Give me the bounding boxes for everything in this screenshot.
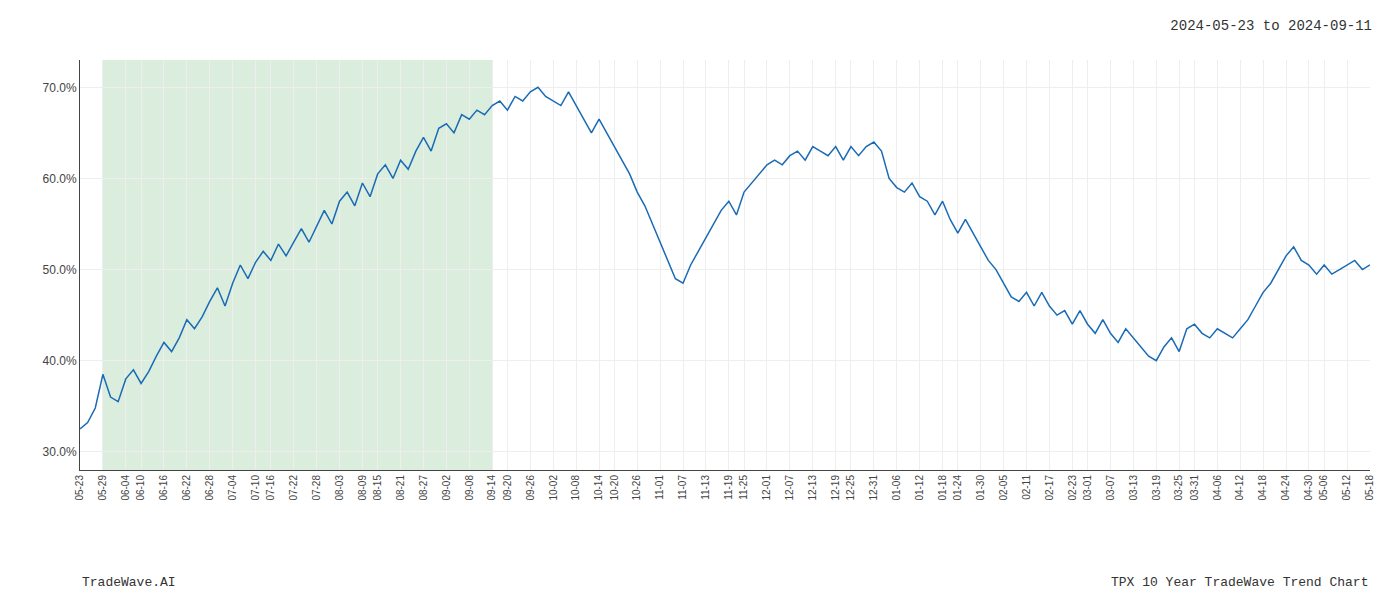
svg-text:09-26: 09-26 xyxy=(525,475,536,501)
svg-text:10-14: 10-14 xyxy=(593,475,604,501)
svg-text:08-15: 08-15 xyxy=(372,475,383,501)
svg-text:11-19: 11-19 xyxy=(723,475,734,500)
svg-text:03-01: 03-01 xyxy=(1082,475,1093,501)
svg-text:40.0%: 40.0% xyxy=(43,354,77,368)
svg-text:09-02: 09-02 xyxy=(441,475,452,501)
svg-text:08-21: 08-21 xyxy=(395,475,406,501)
svg-text:01-24: 01-24 xyxy=(952,475,963,501)
svg-text:09-14: 09-14 xyxy=(486,475,497,501)
svg-text:70.0%: 70.0% xyxy=(43,81,77,95)
svg-text:02-05: 02-05 xyxy=(998,475,1009,501)
svg-text:TPX 10 Year TradeWave Trend Ch: TPX 10 Year TradeWave Trend Chart xyxy=(1111,575,1368,590)
svg-text:12-19: 12-19 xyxy=(830,475,841,501)
svg-text:05-18: 05-18 xyxy=(1364,475,1375,501)
svg-text:07-16: 07-16 xyxy=(265,475,276,501)
svg-text:12-07: 12-07 xyxy=(784,475,795,501)
svg-text:04-06: 04-06 xyxy=(1212,475,1223,501)
svg-text:07-28: 07-28 xyxy=(311,475,322,501)
svg-text:03-31: 03-31 xyxy=(1189,475,1200,501)
svg-text:03-07: 03-07 xyxy=(1105,475,1116,501)
svg-text:05-29: 05-29 xyxy=(97,475,108,501)
svg-text:60.0%: 60.0% xyxy=(43,172,77,186)
svg-text:03-13: 03-13 xyxy=(1128,475,1139,501)
svg-text:12-01: 12-01 xyxy=(761,475,772,501)
svg-text:50.0%: 50.0% xyxy=(43,263,77,277)
svg-text:01-12: 01-12 xyxy=(914,475,925,501)
svg-text:06-10: 06-10 xyxy=(135,475,146,501)
svg-text:06-22: 06-22 xyxy=(181,475,192,501)
svg-text:09-20: 09-20 xyxy=(502,475,513,501)
svg-text:04-24: 04-24 xyxy=(1280,475,1291,501)
svg-text:12-31: 12-31 xyxy=(868,475,879,501)
svg-text:04-30: 04-30 xyxy=(1303,475,1314,501)
svg-text:02-23: 02-23 xyxy=(1067,475,1078,501)
svg-text:12-13: 12-13 xyxy=(807,475,818,501)
svg-text:06-04: 06-04 xyxy=(120,475,131,501)
svg-text:03-25: 03-25 xyxy=(1173,475,1184,501)
svg-text:10-26: 10-26 xyxy=(631,475,642,501)
svg-text:2024-05-23 to 2024-09-11: 2024-05-23 to 2024-09-11 xyxy=(1170,18,1372,34)
svg-text:30.0%: 30.0% xyxy=(43,445,77,459)
svg-text:10-20: 10-20 xyxy=(609,475,620,501)
svg-text:05-12: 05-12 xyxy=(1341,475,1352,501)
svg-text:11-07: 11-07 xyxy=(677,475,688,500)
svg-text:10-08: 10-08 xyxy=(570,475,581,501)
svg-text:01-06: 01-06 xyxy=(891,475,902,501)
svg-text:02-11: 02-11 xyxy=(1021,475,1032,500)
svg-text:05-06: 05-06 xyxy=(1318,475,1329,501)
svg-text:07-10: 07-10 xyxy=(250,475,261,501)
svg-text:08-03: 08-03 xyxy=(334,475,345,501)
svg-text:11-25: 11-25 xyxy=(738,475,749,500)
svg-text:06-16: 06-16 xyxy=(158,475,169,501)
svg-text:04-12: 04-12 xyxy=(1234,475,1245,501)
svg-text:02-17: 02-17 xyxy=(1044,475,1055,501)
svg-text:05-23: 05-23 xyxy=(74,475,85,501)
svg-text:12-25: 12-25 xyxy=(845,475,856,501)
svg-text:06-28: 06-28 xyxy=(204,475,215,501)
svg-text:08-09: 08-09 xyxy=(357,475,368,501)
svg-text:10-02: 10-02 xyxy=(548,475,559,501)
svg-text:01-18: 01-18 xyxy=(937,475,948,501)
svg-text:07-22: 07-22 xyxy=(288,475,299,501)
svg-text:04-18: 04-18 xyxy=(1257,475,1268,501)
svg-text:11-01: 11-01 xyxy=(654,475,665,500)
svg-text:09-08: 09-08 xyxy=(464,475,475,501)
svg-text:03-19: 03-19 xyxy=(1151,475,1162,501)
svg-text:TradeWave.AI: TradeWave.AI xyxy=(82,575,176,590)
svg-text:08-27: 08-27 xyxy=(418,475,429,501)
svg-text:07-04: 07-04 xyxy=(227,475,238,501)
svg-text:11-13: 11-13 xyxy=(700,475,711,500)
svg-text:01-30: 01-30 xyxy=(975,475,986,501)
